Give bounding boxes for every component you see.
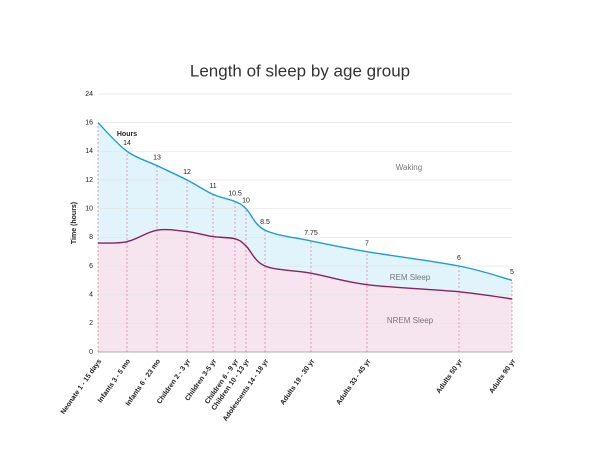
value-label: 14: [123, 140, 131, 147]
y-tick-label: 4: [89, 292, 93, 299]
x-tick-label: Adults 33 - 45 yr: [335, 358, 372, 407]
x-tick-label: Infants 3 - 5 mo: [97, 358, 132, 404]
y-tick-label: 16: [85, 120, 93, 127]
y-tick-label: 10: [85, 206, 93, 213]
x-tick-label: Adults 50 yr: [435, 358, 464, 395]
y-tick-label: 0: [89, 349, 93, 356]
region-label: Waking: [396, 163, 422, 172]
line: [97, 228, 513, 300]
line: [97, 122, 513, 282]
value-label: 5: [510, 269, 514, 276]
value-label: 7.75: [304, 230, 318, 237]
value-label: 8.5: [260, 219, 270, 226]
region-label: REM Sleep: [390, 273, 431, 282]
value-label: 10: [242, 198, 250, 205]
value-label: 10.5: [228, 190, 242, 197]
y-tick-label: 2: [89, 320, 93, 327]
x-tick-label: Neonate 1 - 15 days: [60, 358, 103, 416]
area: [98, 229, 512, 352]
value-label: 13: [153, 155, 161, 162]
y-tick-label: 14: [85, 148, 93, 155]
x-tick-label: Adults 19 - 30 yr: [279, 358, 316, 407]
x-tick-label: Adults 90 yr: [488, 358, 517, 395]
y-tick-label: 6: [89, 263, 93, 270]
value-label: 11: [209, 183, 216, 190]
chart-title: Length of sleep by age group: [190, 61, 410, 80]
y-tick-label: 8: [89, 234, 93, 241]
y-tick-label: 12: [85, 177, 93, 184]
y-axis-label: Time (hours): [71, 202, 78, 244]
y-tick-label: 24: [85, 91, 93, 98]
region-label: NREM Sleep: [387, 316, 434, 325]
value-label: 7: [365, 241, 369, 248]
series-label: Hours: [117, 131, 137, 138]
value-label: 12: [183, 169, 191, 176]
area: [98, 122, 512, 299]
value-label: 6: [457, 255, 461, 262]
